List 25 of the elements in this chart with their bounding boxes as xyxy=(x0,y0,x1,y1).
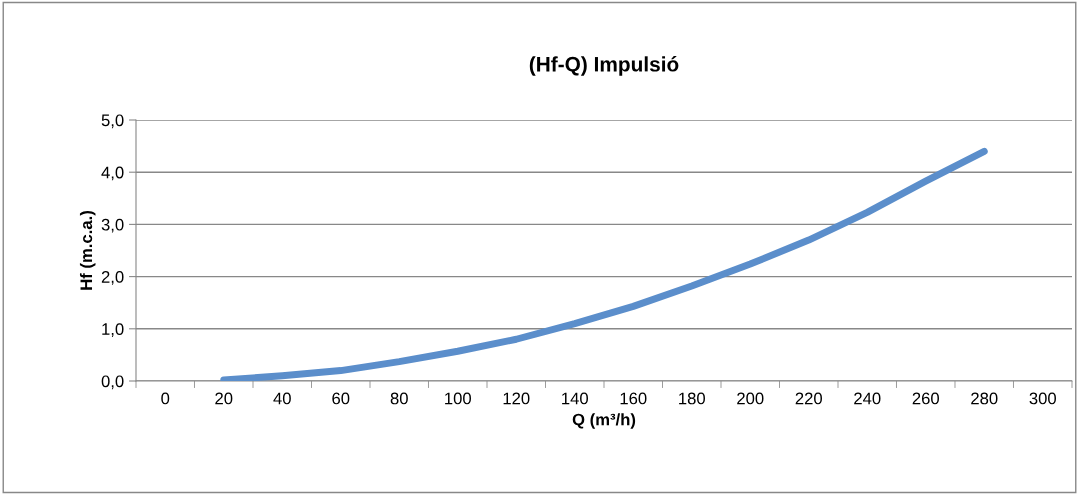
x-tick-label: 160 xyxy=(620,392,647,405)
x-tick-label: 40 xyxy=(273,392,291,405)
y-tick-label: 0,0 xyxy=(101,375,124,390)
x-tick-label: 200 xyxy=(737,392,764,405)
y-axis-title: Hf (m.c.a.) xyxy=(79,211,96,290)
x-tick-label: 220 xyxy=(795,392,822,405)
x-axis-title: Q (m³/h) xyxy=(572,413,636,429)
x-tick-label: 0 xyxy=(161,392,170,405)
y-tick-label: 4,0 xyxy=(101,166,124,181)
x-tick-label: 280 xyxy=(971,392,998,405)
x-tick-label: 240 xyxy=(854,392,881,405)
x-tick-label: 20 xyxy=(215,392,233,405)
y-tick-label: 3,0 xyxy=(101,218,124,233)
x-tick-label: 140 xyxy=(562,392,588,405)
x-tick-label: 100 xyxy=(445,392,471,405)
y-tick-label: 5,0 xyxy=(101,114,124,129)
x-tick-label: 120 xyxy=(503,392,530,405)
x-tick-label: 80 xyxy=(390,392,408,405)
x-tick-label: 60 xyxy=(332,392,350,405)
x-tick-label: 180 xyxy=(679,392,705,405)
x-tick-label: 300 xyxy=(1029,392,1056,405)
y-tick-label: 1,0 xyxy=(102,323,124,337)
y-tick-label: 2,0 xyxy=(101,271,124,285)
chart-title: (Hf-Q) Impulsió xyxy=(529,56,679,76)
x-tick-label: 260 xyxy=(912,392,939,405)
